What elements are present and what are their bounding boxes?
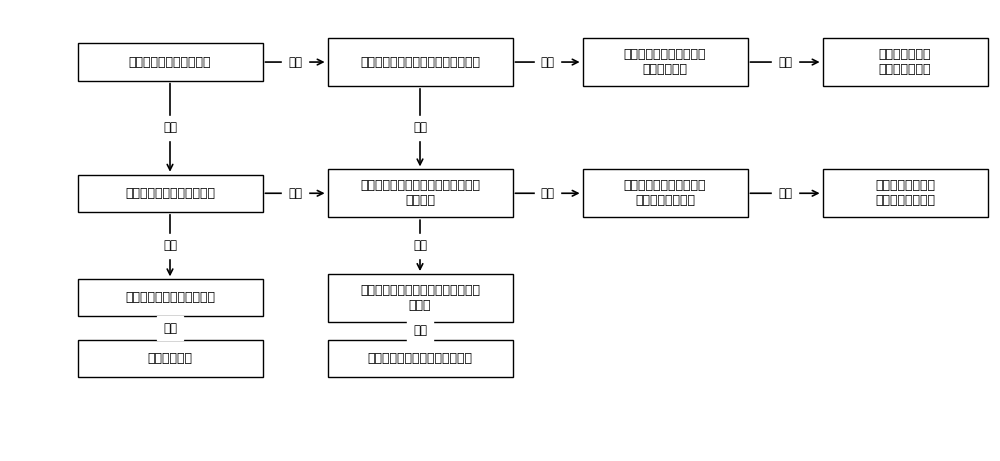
- Text: 食品能承受的温度波动范围: 食品能承受的温度波动范围: [125, 291, 215, 304]
- Text: 作用: 作用: [163, 321, 177, 335]
- Text: 指导恒温条件下
的化霜周期控制: 指导恒温条件下 的化霜周期控制: [879, 48, 931, 76]
- FancyBboxPatch shape: [78, 43, 262, 81]
- FancyBboxPatch shape: [582, 169, 748, 217]
- Text: 结论: 结论: [540, 187, 554, 200]
- Text: 对比: 对比: [288, 56, 302, 69]
- FancyBboxPatch shape: [328, 169, 512, 217]
- Text: 作用: 作用: [413, 324, 427, 337]
- FancyBboxPatch shape: [328, 340, 512, 377]
- Text: 样本三：恒温运行结合定期温度冲击: 样本三：恒温运行结合定期温度冲击: [360, 56, 480, 69]
- FancyBboxPatch shape: [822, 38, 988, 86]
- FancyBboxPatch shape: [78, 175, 262, 212]
- FancyBboxPatch shape: [328, 38, 512, 86]
- Text: 样本四：温度稳定波动运行结合定期
温度冲击: 样本四：温度稳定波动运行结合定期 温度冲击: [360, 179, 480, 207]
- Text: 对比: 对比: [288, 187, 302, 200]
- Text: 作用: 作用: [778, 187, 792, 200]
- Text: 结论: 结论: [413, 239, 427, 252]
- FancyBboxPatch shape: [78, 279, 262, 317]
- Text: 温度冲击条件下食品保鲜能承受的温
度波动: 温度冲击条件下食品保鲜能承受的温 度波动: [360, 284, 480, 312]
- FancyBboxPatch shape: [582, 38, 748, 86]
- Text: 对比: 对比: [163, 121, 177, 134]
- FancyBboxPatch shape: [328, 274, 512, 322]
- Text: 指导温度波动条件
下的化霜周期控制: 指导温度波动条件 下的化霜周期控制: [875, 179, 935, 207]
- Text: 结论: 结论: [540, 56, 554, 69]
- Text: 稳定波动状态下食品能承
受的温度冲击次数: 稳定波动状态下食品能承 受的温度冲击次数: [624, 179, 706, 207]
- Text: 指导温度冲击条件下的恒温控制: 指导温度冲击条件下的恒温控制: [368, 352, 473, 365]
- Text: 作用: 作用: [778, 56, 792, 69]
- Text: 样本一：恒温运行对照组: 样本一：恒温运行对照组: [129, 56, 211, 69]
- Text: 指导恒温控制: 指导恒温控制: [148, 352, 192, 365]
- Text: 恒温条件下食品能承受的
温度冲击次数: 恒温条件下食品能承受的 温度冲击次数: [624, 48, 706, 76]
- Text: 样本二：温度稳定波动运行: 样本二：温度稳定波动运行: [125, 187, 215, 200]
- Text: 对比: 对比: [413, 121, 427, 134]
- FancyBboxPatch shape: [822, 169, 988, 217]
- Text: 结论: 结论: [163, 239, 177, 252]
- FancyBboxPatch shape: [78, 340, 262, 377]
